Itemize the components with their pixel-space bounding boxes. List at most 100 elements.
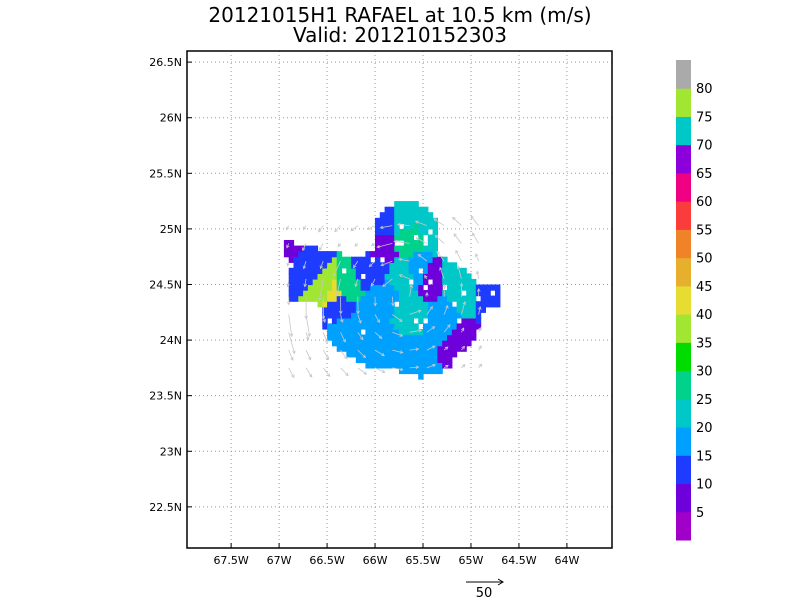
field-cell [408,201,414,208]
wind-vector-head [286,283,290,288]
field-cell [394,323,400,330]
field-cell [307,278,314,286]
field-cell [418,362,424,369]
field-cell [370,345,376,352]
field-cell [384,345,390,352]
field-cell [346,278,352,286]
field-cell [394,345,400,352]
field-cell [427,329,434,336]
wind-vector-head [472,232,476,237]
field-cell [403,206,410,213]
field-cell [293,267,299,274]
field-cell [365,284,371,291]
field-cell [293,284,299,291]
field-cell [461,295,467,302]
field-cell [447,329,453,336]
field-cell [447,273,453,280]
field-cell [336,267,343,274]
field-cell [466,312,472,319]
field-cell [471,295,477,302]
field-cell [413,251,419,258]
field-cell [413,245,419,252]
field-cell [389,256,395,263]
field-cell [432,345,438,352]
wind-vector [302,243,307,251]
field-cell [384,228,390,236]
wind-vector [287,278,290,287]
field-cell [389,356,395,363]
field-cell [451,290,458,297]
wind-vector [426,364,436,369]
wind-vector-head [414,220,419,224]
field-cell [408,301,414,308]
field-cell [375,251,381,258]
wind-vector-head [371,282,375,287]
wind-vector [397,224,410,226]
field-cell [437,356,443,363]
field-cell [418,306,424,313]
field-cell [403,356,410,363]
wind-vector [305,349,311,360]
field-cell [447,334,453,341]
field-cell [399,234,405,241]
field-cell [394,334,400,341]
wind-vector [340,367,349,376]
field-cell [307,290,314,297]
field-cell [346,256,352,263]
field-cell [442,262,448,269]
wind-vector [340,332,346,343]
wind-vector-head [362,354,367,359]
field-cell [288,278,295,286]
field-cell [360,284,366,291]
field-cell [437,323,443,330]
wind-vector [319,278,324,301]
field-cell [471,290,477,297]
colorbar: 5 10 15 20 25 30 35 40 45 50 55 60 65 70 75 80 [676,60,713,541]
field-cell [341,278,347,286]
field-cell [399,351,405,358]
field-cell [360,256,366,263]
field-cell [351,267,357,274]
field-cell [475,323,482,330]
field-cell [288,251,295,258]
field-cell [370,340,376,347]
field-cell [432,284,438,291]
field-cell [408,240,414,247]
field-cell [317,301,323,308]
field-cell [423,306,429,313]
field-cell [408,267,414,274]
field-cell [461,340,467,347]
field-cell [379,306,386,313]
field-cell [447,356,453,363]
colorbar-label: 50 [696,252,713,267]
wind-vector-head [376,319,380,324]
wind-vector-head [319,265,324,270]
field-cell [341,295,347,302]
wind-vector [374,332,382,339]
wind-vector-head [302,247,306,252]
field-cell [346,317,352,324]
field-cell [432,317,438,324]
field-cell [327,290,333,297]
field-cell [360,262,366,269]
field-cell [408,367,414,375]
field-cell [394,251,400,258]
field-cell [432,362,438,369]
field-cell [490,301,496,308]
field-cell [303,251,309,258]
field-cell [351,301,357,308]
field-cell [293,295,299,302]
wind-vector [340,314,343,323]
field-cell [456,340,462,347]
field-cell [389,245,395,252]
field-cell [327,295,333,302]
wind-vector-head [461,345,465,350]
field-cell [437,301,443,308]
field-cell [418,295,424,302]
field-cell [288,295,295,302]
field-cell [394,362,400,369]
field-cell [423,340,429,347]
wind-vector-head [358,319,362,324]
field-cell [413,367,419,375]
field-cell [384,301,390,308]
